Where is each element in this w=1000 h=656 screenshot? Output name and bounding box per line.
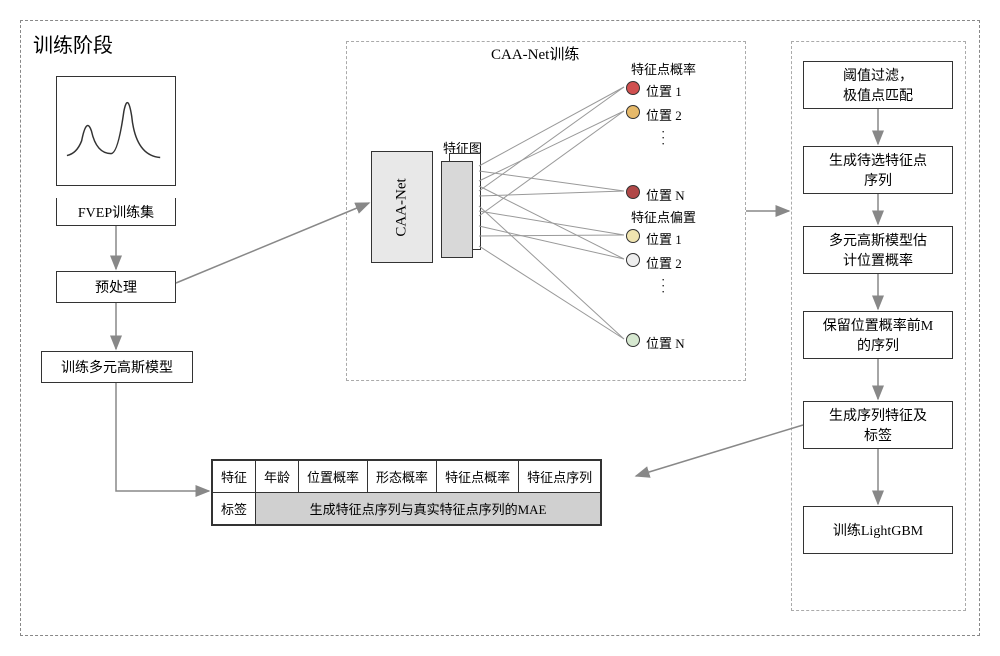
prob-header: 特征点概率	[631, 59, 696, 78]
r-box-4: 保留位置概率前M 的序列	[803, 311, 953, 359]
caa-panel-title: CAA-Net训练	[491, 43, 579, 64]
dots1: ···	[661, 129, 665, 147]
r-box-5: 生成序列特征及 标签	[803, 401, 953, 449]
tc-mae: 生成特征点序列与真实特征点序列的MAE	[256, 493, 601, 525]
fvep-caption: FVEP训练集	[56, 198, 176, 226]
r-box-2: 生成待选特征点 序列	[803, 146, 953, 194]
pos1b: 位置 1	[646, 229, 682, 248]
tc-posprob: 位置概率	[299, 461, 368, 493]
circle-off-2	[626, 253, 640, 267]
th-feature: 特征	[213, 461, 256, 493]
circle-off-1	[626, 229, 640, 243]
stage-title: 训练阶段	[33, 29, 113, 58]
tc-shapeprob: 形态概率	[368, 461, 437, 493]
fvep-graph-box	[56, 76, 176, 186]
th-label: 标签	[213, 493, 256, 525]
circle-off-n	[626, 333, 640, 347]
dots2: ···	[661, 277, 665, 295]
circle-prob-1	[626, 81, 640, 95]
tc-age: 年龄	[256, 461, 299, 493]
r-box-1: 阈值过滤， 极值点匹配	[803, 61, 953, 109]
offset-header: 特征点偏置	[631, 207, 696, 226]
circle-prob-2	[626, 105, 640, 119]
caa-net-label: CAA-Net	[393, 178, 410, 236]
circle-prob-n	[626, 185, 640, 199]
pos2a: 位置 2	[646, 105, 682, 124]
preprocess-box: 预处理	[56, 271, 176, 303]
training-stage-panel: 训练阶段 FVEP训练集 预处理 训练多元高斯模型 CAA-Net训练 CAA-…	[20, 20, 980, 636]
tc-pointprob: 特征点概率	[437, 461, 519, 493]
r-box-6: 训练LightGBM	[803, 506, 953, 554]
train-gauss-box: 训练多元高斯模型	[41, 351, 193, 383]
feature-table: 特征 年龄 位置概率 形态概率 特征点概率 特征点序列 标签 生成特征点序列与真…	[211, 459, 602, 526]
posNa: 位置 N	[646, 185, 685, 204]
r-box-3: 多元高斯模型估 计位置概率	[803, 226, 953, 274]
pos1a: 位置 1	[646, 81, 682, 100]
caa-net-block: CAA-Net	[371, 151, 433, 263]
pos2b: 位置 2	[646, 253, 682, 272]
tc-pointseq: 特征点序列	[519, 461, 601, 493]
posNb: 位置 N	[646, 333, 685, 352]
